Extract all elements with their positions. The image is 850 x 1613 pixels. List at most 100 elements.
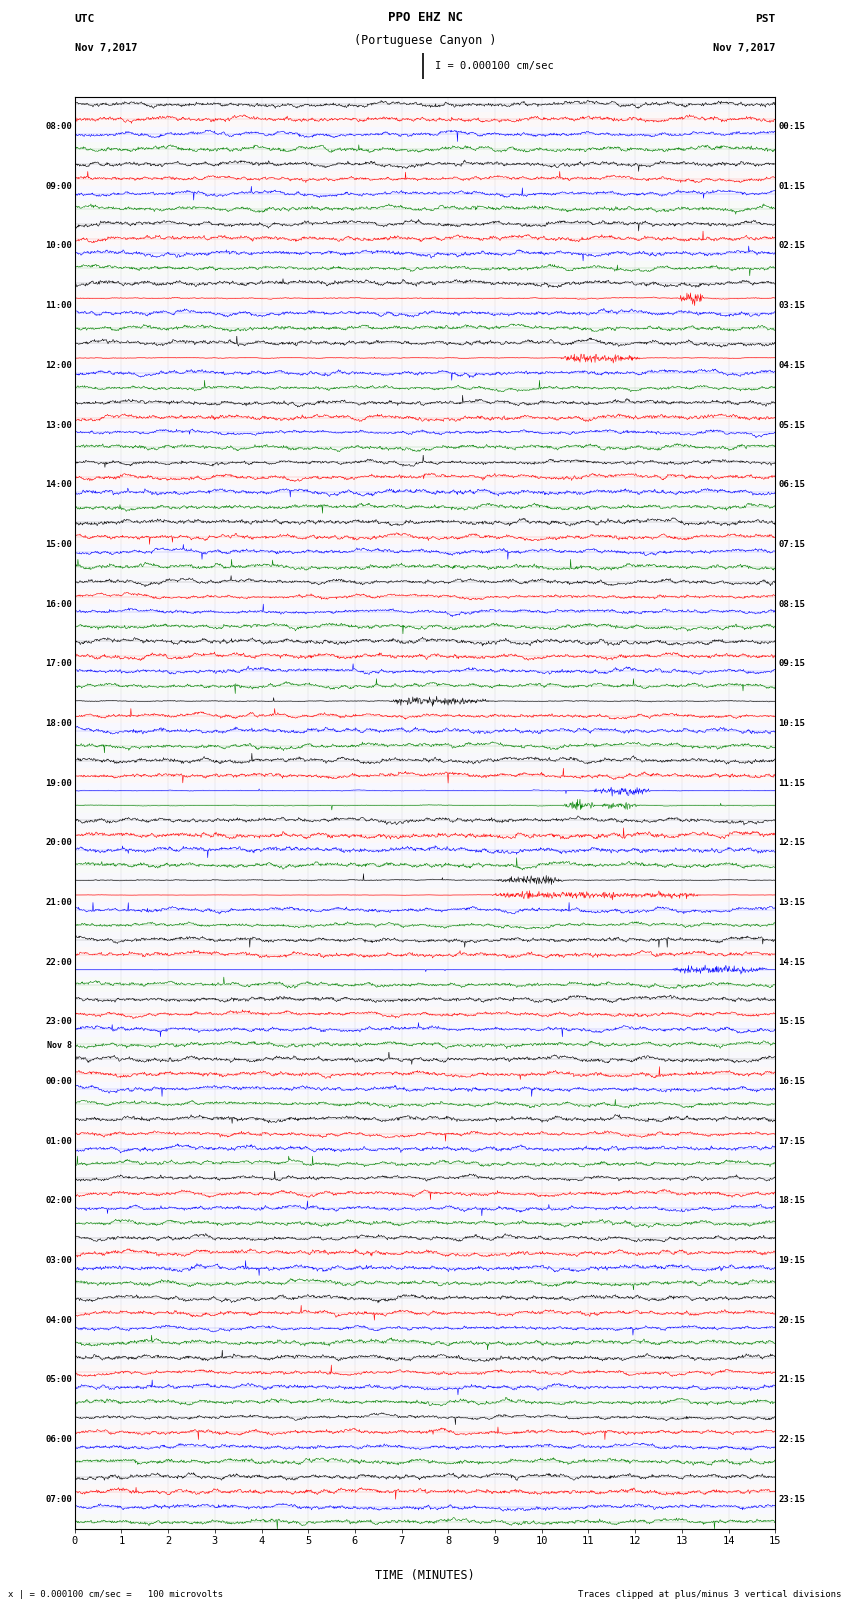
Text: Traces clipped at plus/minus 3 vertical divisions: Traces clipped at plus/minus 3 vertical … <box>578 1590 842 1598</box>
Bar <box>75 1319 775 1336</box>
Bar <box>75 336 775 350</box>
Bar <box>75 1142 775 1157</box>
Bar <box>75 813 775 827</box>
Bar <box>75 1365 775 1381</box>
Bar <box>75 97 775 111</box>
Bar <box>75 484 775 500</box>
Text: 10:15: 10:15 <box>778 719 805 727</box>
Bar <box>75 1276 775 1290</box>
Bar <box>75 1007 775 1023</box>
Bar <box>75 1157 775 1171</box>
Text: 21:00: 21:00 <box>45 898 72 907</box>
Text: 16:15: 16:15 <box>778 1077 805 1086</box>
Bar <box>75 1336 775 1350</box>
Bar <box>75 798 775 813</box>
Bar <box>75 1500 775 1515</box>
Text: 14:00: 14:00 <box>45 481 72 489</box>
Bar <box>75 395 775 410</box>
Bar <box>75 231 775 247</box>
Bar <box>75 515 775 529</box>
Text: 00:15: 00:15 <box>778 123 805 131</box>
Bar <box>75 1261 775 1276</box>
Bar <box>75 202 775 216</box>
Bar <box>75 708 775 724</box>
Text: TIME (MINUTES): TIME (MINUTES) <box>375 1569 475 1582</box>
Text: 05:15: 05:15 <box>778 421 805 429</box>
Bar <box>75 321 775 336</box>
Bar <box>75 350 775 366</box>
Bar <box>75 1515 775 1529</box>
Bar <box>75 142 775 156</box>
Text: 22:15: 22:15 <box>778 1436 805 1444</box>
Text: 06:15: 06:15 <box>778 481 805 489</box>
Bar <box>75 827 775 842</box>
Text: 06:00: 06:00 <box>45 1436 72 1444</box>
Bar <box>75 469 775 484</box>
Bar <box>75 1186 775 1200</box>
Bar <box>75 1410 775 1424</box>
Bar <box>75 306 775 321</box>
Bar <box>75 739 775 753</box>
Bar <box>75 887 775 903</box>
Bar <box>75 634 775 648</box>
Bar <box>75 1066 775 1082</box>
Text: 19:00: 19:00 <box>45 779 72 787</box>
Bar <box>75 455 775 469</box>
Text: 09:00: 09:00 <box>45 182 72 190</box>
Bar <box>75 187 775 202</box>
Text: 18:15: 18:15 <box>778 1197 805 1205</box>
Text: 05:00: 05:00 <box>45 1376 72 1384</box>
Bar <box>75 216 775 231</box>
Bar <box>75 1379 775 1395</box>
Bar <box>75 918 775 932</box>
Bar <box>75 410 775 426</box>
Bar <box>75 589 775 605</box>
Bar <box>75 1469 775 1484</box>
Text: 11:15: 11:15 <box>778 779 805 787</box>
Text: 09:15: 09:15 <box>778 660 805 668</box>
Text: 23:00: 23:00 <box>45 1018 72 1026</box>
Bar <box>75 171 775 187</box>
Text: 11:00: 11:00 <box>45 302 72 310</box>
Bar <box>75 1052 775 1066</box>
Text: 17:15: 17:15 <box>778 1137 805 1145</box>
Text: 20:15: 20:15 <box>778 1316 805 1324</box>
Bar <box>75 947 775 961</box>
Bar <box>75 1126 775 1142</box>
Bar <box>75 1245 775 1261</box>
Text: 03:00: 03:00 <box>45 1257 72 1265</box>
Bar <box>75 1350 775 1365</box>
Bar <box>75 768 775 784</box>
Bar <box>75 1111 775 1126</box>
Text: PPO EHZ NC: PPO EHZ NC <box>388 11 462 24</box>
Bar <box>75 1424 775 1440</box>
Text: 02:15: 02:15 <box>778 242 805 250</box>
Text: 01:00: 01:00 <box>45 1137 72 1145</box>
Bar <box>75 1290 775 1305</box>
Text: 00:00: 00:00 <box>45 1077 72 1086</box>
Text: 12:00: 12:00 <box>45 361 72 369</box>
Text: 07:00: 07:00 <box>45 1495 72 1503</box>
Text: x | = 0.000100 cm/sec =   100 microvolts: x | = 0.000100 cm/sec = 100 microvolts <box>8 1590 224 1598</box>
Bar <box>75 1171 775 1186</box>
Bar <box>75 544 775 560</box>
Text: 04:00: 04:00 <box>45 1316 72 1324</box>
Text: 14:15: 14:15 <box>778 958 805 966</box>
Bar <box>75 619 775 634</box>
Bar <box>75 1200 775 1216</box>
Text: Nov 7,2017: Nov 7,2017 <box>712 44 775 53</box>
Bar <box>75 694 775 708</box>
Bar <box>75 753 775 768</box>
Text: UTC: UTC <box>75 15 95 24</box>
Bar <box>75 605 775 619</box>
Bar <box>75 648 775 665</box>
Text: 02:00: 02:00 <box>45 1197 72 1205</box>
Bar <box>75 932 775 947</box>
Bar <box>75 1440 775 1455</box>
Text: 03:15: 03:15 <box>778 302 805 310</box>
Bar <box>75 992 775 1007</box>
Bar <box>75 440 775 455</box>
Text: 15:00: 15:00 <box>45 540 72 548</box>
Bar <box>75 665 775 679</box>
Text: 15:15: 15:15 <box>778 1018 805 1026</box>
